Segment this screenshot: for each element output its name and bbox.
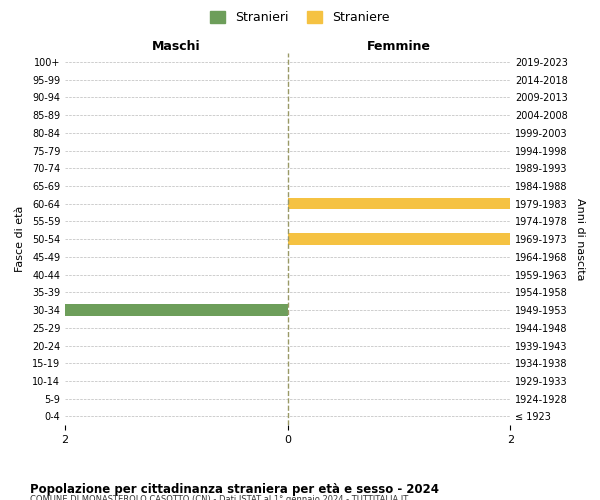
Y-axis label: Fasce di età: Fasce di età — [15, 206, 25, 272]
Bar — [288, 198, 511, 209]
Text: COMUNE DI MONASTEROLO CASOTTO (CN) - Dati ISTAT al 1° gennaio 2024 - TUTTITALIA.: COMUNE DI MONASTEROLO CASOTTO (CN) - Dat… — [30, 495, 408, 500]
Y-axis label: Anni di nascita: Anni di nascita — [575, 198, 585, 280]
Bar — [65, 304, 288, 316]
Text: Maschi: Maschi — [152, 40, 201, 53]
Bar — [288, 234, 511, 245]
Text: Femmine: Femmine — [367, 40, 431, 53]
Text: Popolazione per cittadinanza straniera per età e sesso - 2024: Popolazione per cittadinanza straniera p… — [30, 482, 439, 496]
Legend: Stranieri, Straniere: Stranieri, Straniere — [205, 6, 395, 29]
